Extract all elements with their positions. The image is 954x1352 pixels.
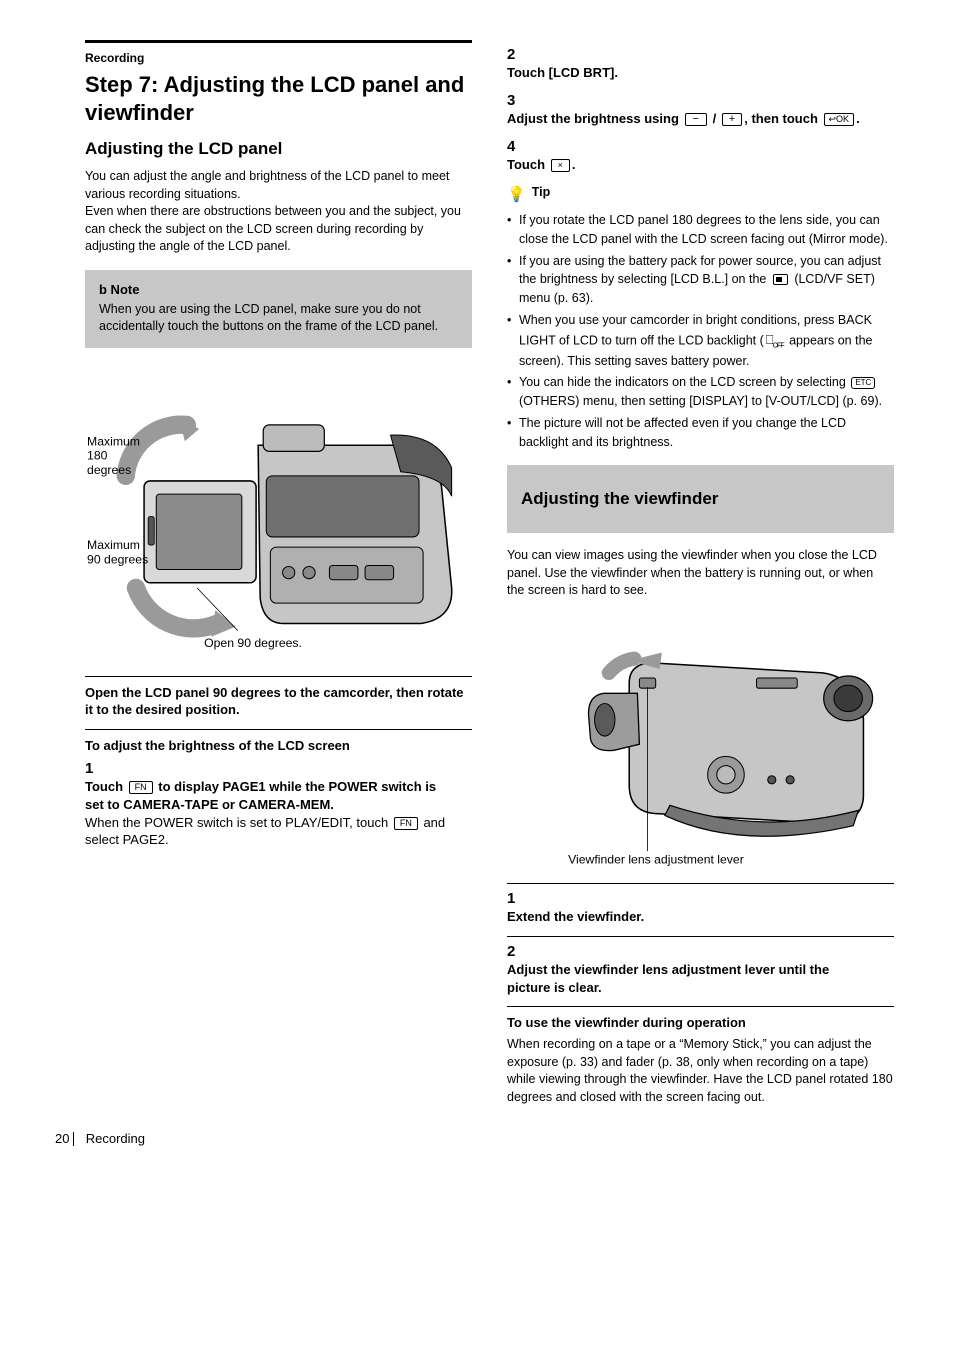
svg-text:Open 90 degrees.: Open 90 degrees.: [204, 636, 302, 650]
tip-list: •If you rotate the LCD panel 180 degrees…: [507, 211, 894, 451]
tip-item: If you rotate the LCD panel 180 degrees …: [519, 211, 894, 249]
tip-item: The picture will not be affected even if…: [519, 414, 894, 452]
svg-text:Maximum: Maximum: [87, 434, 140, 448]
brightness-step-2: 2 Touch [LCD BRT].: [507, 46, 894, 82]
chapter-label: Recording: [85, 51, 472, 65]
step-text: Touch FN to display PAGE1 while the POWE…: [85, 778, 450, 848]
rule: [507, 936, 894, 937]
brightness-heading: To adjust the brightness of the LCD scre…: [85, 738, 472, 755]
svg-text:degrees: degrees: [87, 462, 131, 476]
svg-text:90 degrees: 90 degrees: [87, 552, 148, 566]
step-number: 1: [507, 890, 527, 907]
lcd-menu-icon: [773, 274, 788, 285]
open-instruction: Open the LCD panel 90 degrees to the cam…: [85, 685, 472, 719]
brightness-step-1: 1 Touch FN to display PAGE1 while the PO…: [85, 760, 472, 848]
viewfinder-body: You can view images using the viewfinder…: [507, 547, 894, 600]
minus-icon: −: [685, 113, 707, 126]
svg-text:Maximum: Maximum: [87, 538, 140, 552]
step-text: Adjust the brightness using − / +, then …: [507, 110, 872, 128]
rule: [85, 676, 472, 677]
section-rule: [85, 40, 472, 43]
fn-icon: FN: [394, 817, 418, 830]
step-number: 3: [507, 92, 527, 109]
tip-header: 💡Tip: [507, 184, 894, 205]
left-column: Recording Step 7: Adjusting the LCD pane…: [85, 40, 472, 1116]
manual-page: Recording Step 7: Adjusting the LCD pane…: [0, 0, 954, 1166]
svg-text:180: 180: [87, 448, 108, 462]
right-column: 2 Touch [LCD BRT]. 3 Adjust the brightne…: [507, 40, 894, 1116]
step-text: Touch [LCD BRT].: [507, 64, 872, 82]
step-number: 2: [507, 46, 527, 63]
lcd-illustration: Open 90 degrees. Maximum 180 degrees Max…: [85, 374, 472, 659]
step-number: 2: [507, 943, 527, 960]
backlight-off-icon: ⎕OFF: [766, 330, 784, 352]
page-number: 20 Recording: [55, 1131, 145, 1147]
tip-item: When you use your camcorder in bright co…: [519, 311, 894, 371]
vf-operation-body: When recording on a tape or a “Memory St…: [507, 1036, 894, 1106]
vf-step-2: 2 Adjust the viewfinder lens adjustment …: [507, 943, 894, 996]
note-body: When you are using the LCD panel, make s…: [99, 301, 458, 336]
viewfinder-heading: Adjusting the viewfinder: [521, 489, 880, 509]
fn-icon: FN: [129, 781, 153, 794]
rule: [507, 883, 894, 884]
lcd-heading: Adjusting the LCD panel: [85, 138, 472, 160]
note-box: b Note When you are using the LCD panel,…: [85, 270, 472, 348]
etc-menu-icon: ETC: [851, 377, 875, 389]
brightness-step-4: 4 Touch ×.: [507, 138, 894, 174]
step-number: 4: [507, 138, 527, 155]
tip-item: You can hide the indicators on the LCD s…: [519, 373, 894, 411]
note-title: b Note: [99, 282, 458, 297]
viewfinder-illustration: Viewfinder lens adjustment lever: [507, 622, 894, 866]
svg-text:Viewfinder lens adjustment lev: Viewfinder lens adjustment lever: [568, 852, 744, 866]
brightness-step-3: 3 Adjust the brightness using − / +, the…: [507, 92, 894, 128]
step-text: Extend the viewfinder.: [507, 908, 872, 926]
step-number: 1: [85, 760, 105, 777]
vf-step-1: 1 Extend the viewfinder.: [507, 890, 894, 926]
two-column-layout: Recording Step 7: Adjusting the LCD pane…: [85, 40, 894, 1116]
viewfinder-heading-box: Adjusting the viewfinder: [507, 465, 894, 533]
lcd-body-text: You can adjust the angle and brightness …: [85, 168, 472, 256]
step-text: Touch ×.: [507, 156, 872, 174]
vf-operation-heading: To use the viewfinder during operation: [507, 1015, 894, 1032]
page-title: Step 7: Adjusting the LCD panel and view…: [85, 71, 472, 126]
plus-icon: +: [722, 113, 742, 126]
ok-icon: ↩OK: [824, 113, 855, 126]
tip-item: If you are using the battery pack for po…: [519, 252, 894, 308]
rule: [85, 729, 472, 730]
rule: [507, 1006, 894, 1007]
close-x-icon: ×: [551, 159, 570, 172]
tip-lightbulb-icon: 💡: [507, 184, 526, 205]
step-text: Adjust the viewfinder lens adjustment le…: [507, 961, 872, 996]
